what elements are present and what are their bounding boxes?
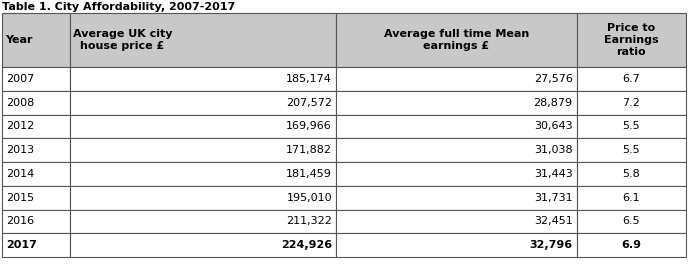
Text: 211,322: 211,322 <box>286 216 332 226</box>
Text: 5.5: 5.5 <box>623 121 640 131</box>
Text: 7.2: 7.2 <box>623 98 641 108</box>
Text: 2014: 2014 <box>6 169 34 179</box>
Text: 185,174: 185,174 <box>286 74 332 84</box>
Text: 2013: 2013 <box>6 145 34 155</box>
Text: 6.1: 6.1 <box>623 193 640 203</box>
Text: 30,643: 30,643 <box>534 121 572 131</box>
Text: 171,882: 171,882 <box>286 145 332 155</box>
Text: 2007: 2007 <box>6 74 34 84</box>
Text: 207,572: 207,572 <box>286 98 332 108</box>
Text: Year: Year <box>5 35 32 45</box>
Text: 169,966: 169,966 <box>286 121 332 131</box>
Text: 31,731: 31,731 <box>534 193 572 203</box>
Text: 181,459: 181,459 <box>286 169 332 179</box>
Text: 2012: 2012 <box>6 121 34 131</box>
Text: 2015: 2015 <box>6 193 34 203</box>
Text: 195,010: 195,010 <box>286 193 332 203</box>
Text: 6.9: 6.9 <box>621 240 641 250</box>
Text: 6.7: 6.7 <box>623 74 641 84</box>
Text: 32,796: 32,796 <box>530 240 572 250</box>
Text: Price to
Earnings
ratio: Price to Earnings ratio <box>604 23 658 57</box>
Text: 31,443: 31,443 <box>534 169 572 179</box>
Text: Average full time Mean
earnings £: Average full time Mean earnings £ <box>384 29 529 51</box>
Text: 2016: 2016 <box>6 216 34 226</box>
Text: Average UK city
house price £: Average UK city house price £ <box>73 29 172 51</box>
Text: 32,451: 32,451 <box>534 216 572 226</box>
Text: 28,879: 28,879 <box>533 98 572 108</box>
Text: 5.5: 5.5 <box>623 145 640 155</box>
Text: 27,576: 27,576 <box>534 74 572 84</box>
Text: 2008: 2008 <box>6 98 34 108</box>
Text: 5.8: 5.8 <box>623 169 641 179</box>
Text: 31,038: 31,038 <box>534 145 572 155</box>
Text: Table 1. City Affordability, 2007-2017: Table 1. City Affordability, 2007-2017 <box>2 2 235 12</box>
Text: 6.5: 6.5 <box>623 216 640 226</box>
Text: 224,926: 224,926 <box>281 240 332 250</box>
Text: 2017: 2017 <box>6 240 37 250</box>
